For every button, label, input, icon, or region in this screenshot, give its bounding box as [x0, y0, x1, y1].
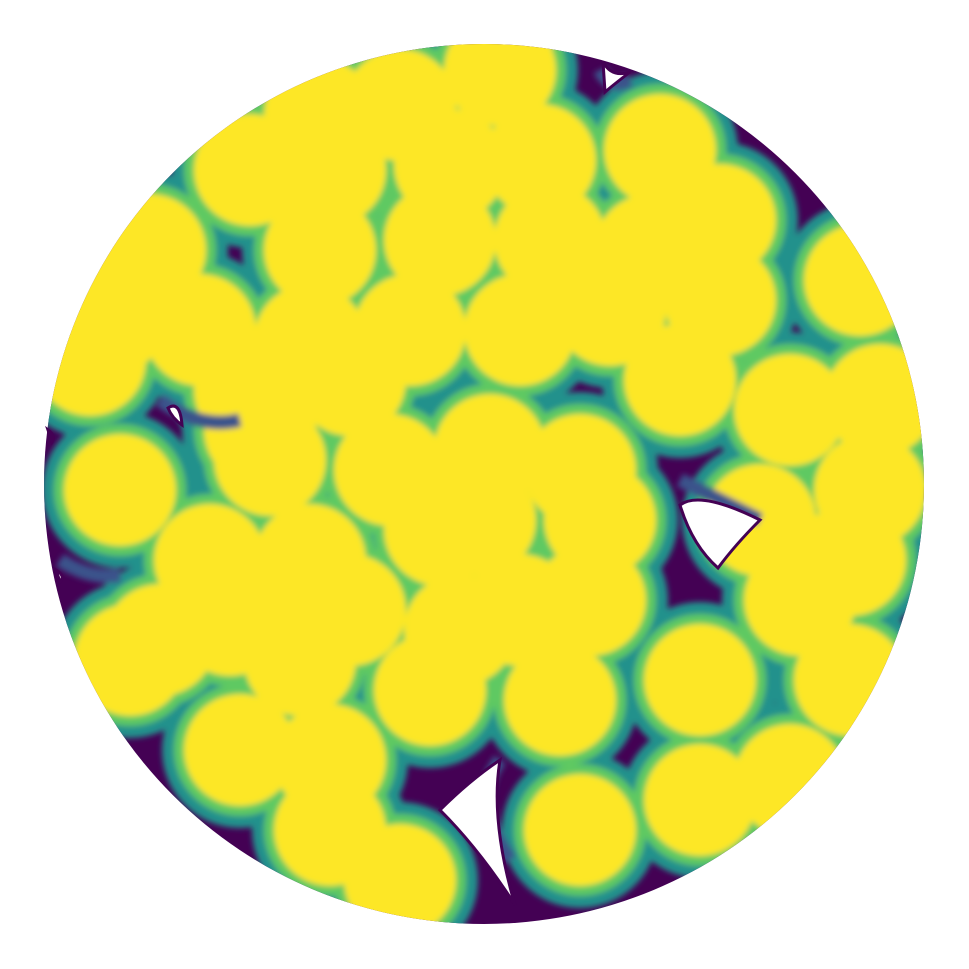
- blob: [424, 464, 536, 576]
- blob: [804, 224, 916, 336]
- blob: [734, 354, 846, 466]
- blob: [184, 694, 296, 806]
- blob: [104, 584, 216, 696]
- blob: [624, 324, 736, 436]
- blob: [524, 774, 636, 886]
- blob: [294, 324, 406, 436]
- blob: [644, 744, 756, 856]
- blob: [594, 194, 706, 306]
- hole: [601, 61, 631, 96]
- blob: [264, 194, 376, 306]
- blob: [444, 44, 556, 126]
- blob: [64, 434, 176, 546]
- blob: [824, 344, 924, 456]
- blob: [374, 634, 486, 746]
- blob: [734, 724, 846, 836]
- blob: [344, 824, 456, 924]
- blob: [194, 114, 306, 226]
- blob: [794, 624, 906, 736]
- blob: [464, 274, 576, 386]
- hole: [166, 404, 184, 429]
- hole: [678, 498, 763, 571]
- hole: [437, 756, 517, 906]
- blob: [204, 374, 316, 486]
- hole: [45, 425, 55, 446]
- blob: [384, 184, 496, 296]
- blob: [464, 554, 576, 666]
- hole-regions: [45, 61, 763, 906]
- hole: [53, 566, 64, 585]
- vein: [155, 394, 242, 430]
- vein: [56, 554, 122, 583]
- blob: [504, 644, 616, 756]
- blob-layers: [44, 44, 924, 924]
- blob-layer-2: [44, 44, 924, 924]
- blob: [644, 624, 756, 736]
- blob: [244, 604, 356, 716]
- blob: [44, 304, 146, 416]
